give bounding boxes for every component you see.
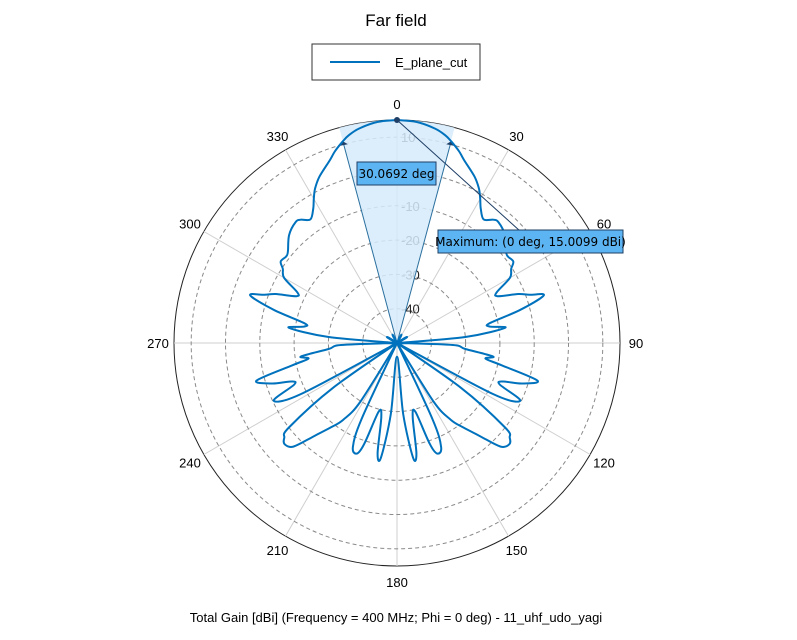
beamwidth-label-box[interactable] <box>356 161 437 186</box>
angle-spoke <box>285 149 398 344</box>
angle-tick-label: 30 <box>509 129 523 144</box>
angle-tick-label: 150 <box>506 543 528 558</box>
maximum-label: Maximum: (0 deg, 15.0099 dBi) <box>435 235 626 249</box>
angle-tick-label: 180 <box>386 575 408 590</box>
chart-caption: Total Gain [dBi] (Frequency = 400 MHz; P… <box>190 610 603 625</box>
angle-spoke <box>203 231 398 344</box>
beamwidth-edge-left <box>342 141 398 344</box>
legend-entry-label: E_plane_cut <box>395 55 468 70</box>
maximum-label-box[interactable] <box>437 229 624 254</box>
angle-tick-label: 60 <box>597 217 611 232</box>
legend[interactable]: E_plane_cut <box>311 43 481 81</box>
beamwidth-label: 30.0692 deg <box>358 167 434 181</box>
beamwidth-wedge <box>339 120 455 343</box>
annotation-layer[interactable]: 30.0692 deg Maximum: (0 deg, 15.0099 dBi) <box>356 117 626 254</box>
angle-tick-label: 90 <box>629 336 643 351</box>
angle-tick-label: 0 <box>393 97 400 112</box>
chart-title: Far field <box>365 11 426 30</box>
angle-tick-label: 270 <box>147 336 169 351</box>
beamwidth-edge-right <box>396 141 452 344</box>
series-line-e-plane-cut[interactable] <box>249 119 545 462</box>
series-layer[interactable] <box>249 119 545 462</box>
angle-tick-label: 300 <box>179 217 201 232</box>
angle-tick-label: 210 <box>267 543 289 558</box>
angle-tick-label: 120 <box>593 456 615 471</box>
angle-tick-label: 240 <box>179 456 201 471</box>
maximum-callout-line <box>396 119 521 232</box>
angle-tick-label: 330 <box>267 129 289 144</box>
